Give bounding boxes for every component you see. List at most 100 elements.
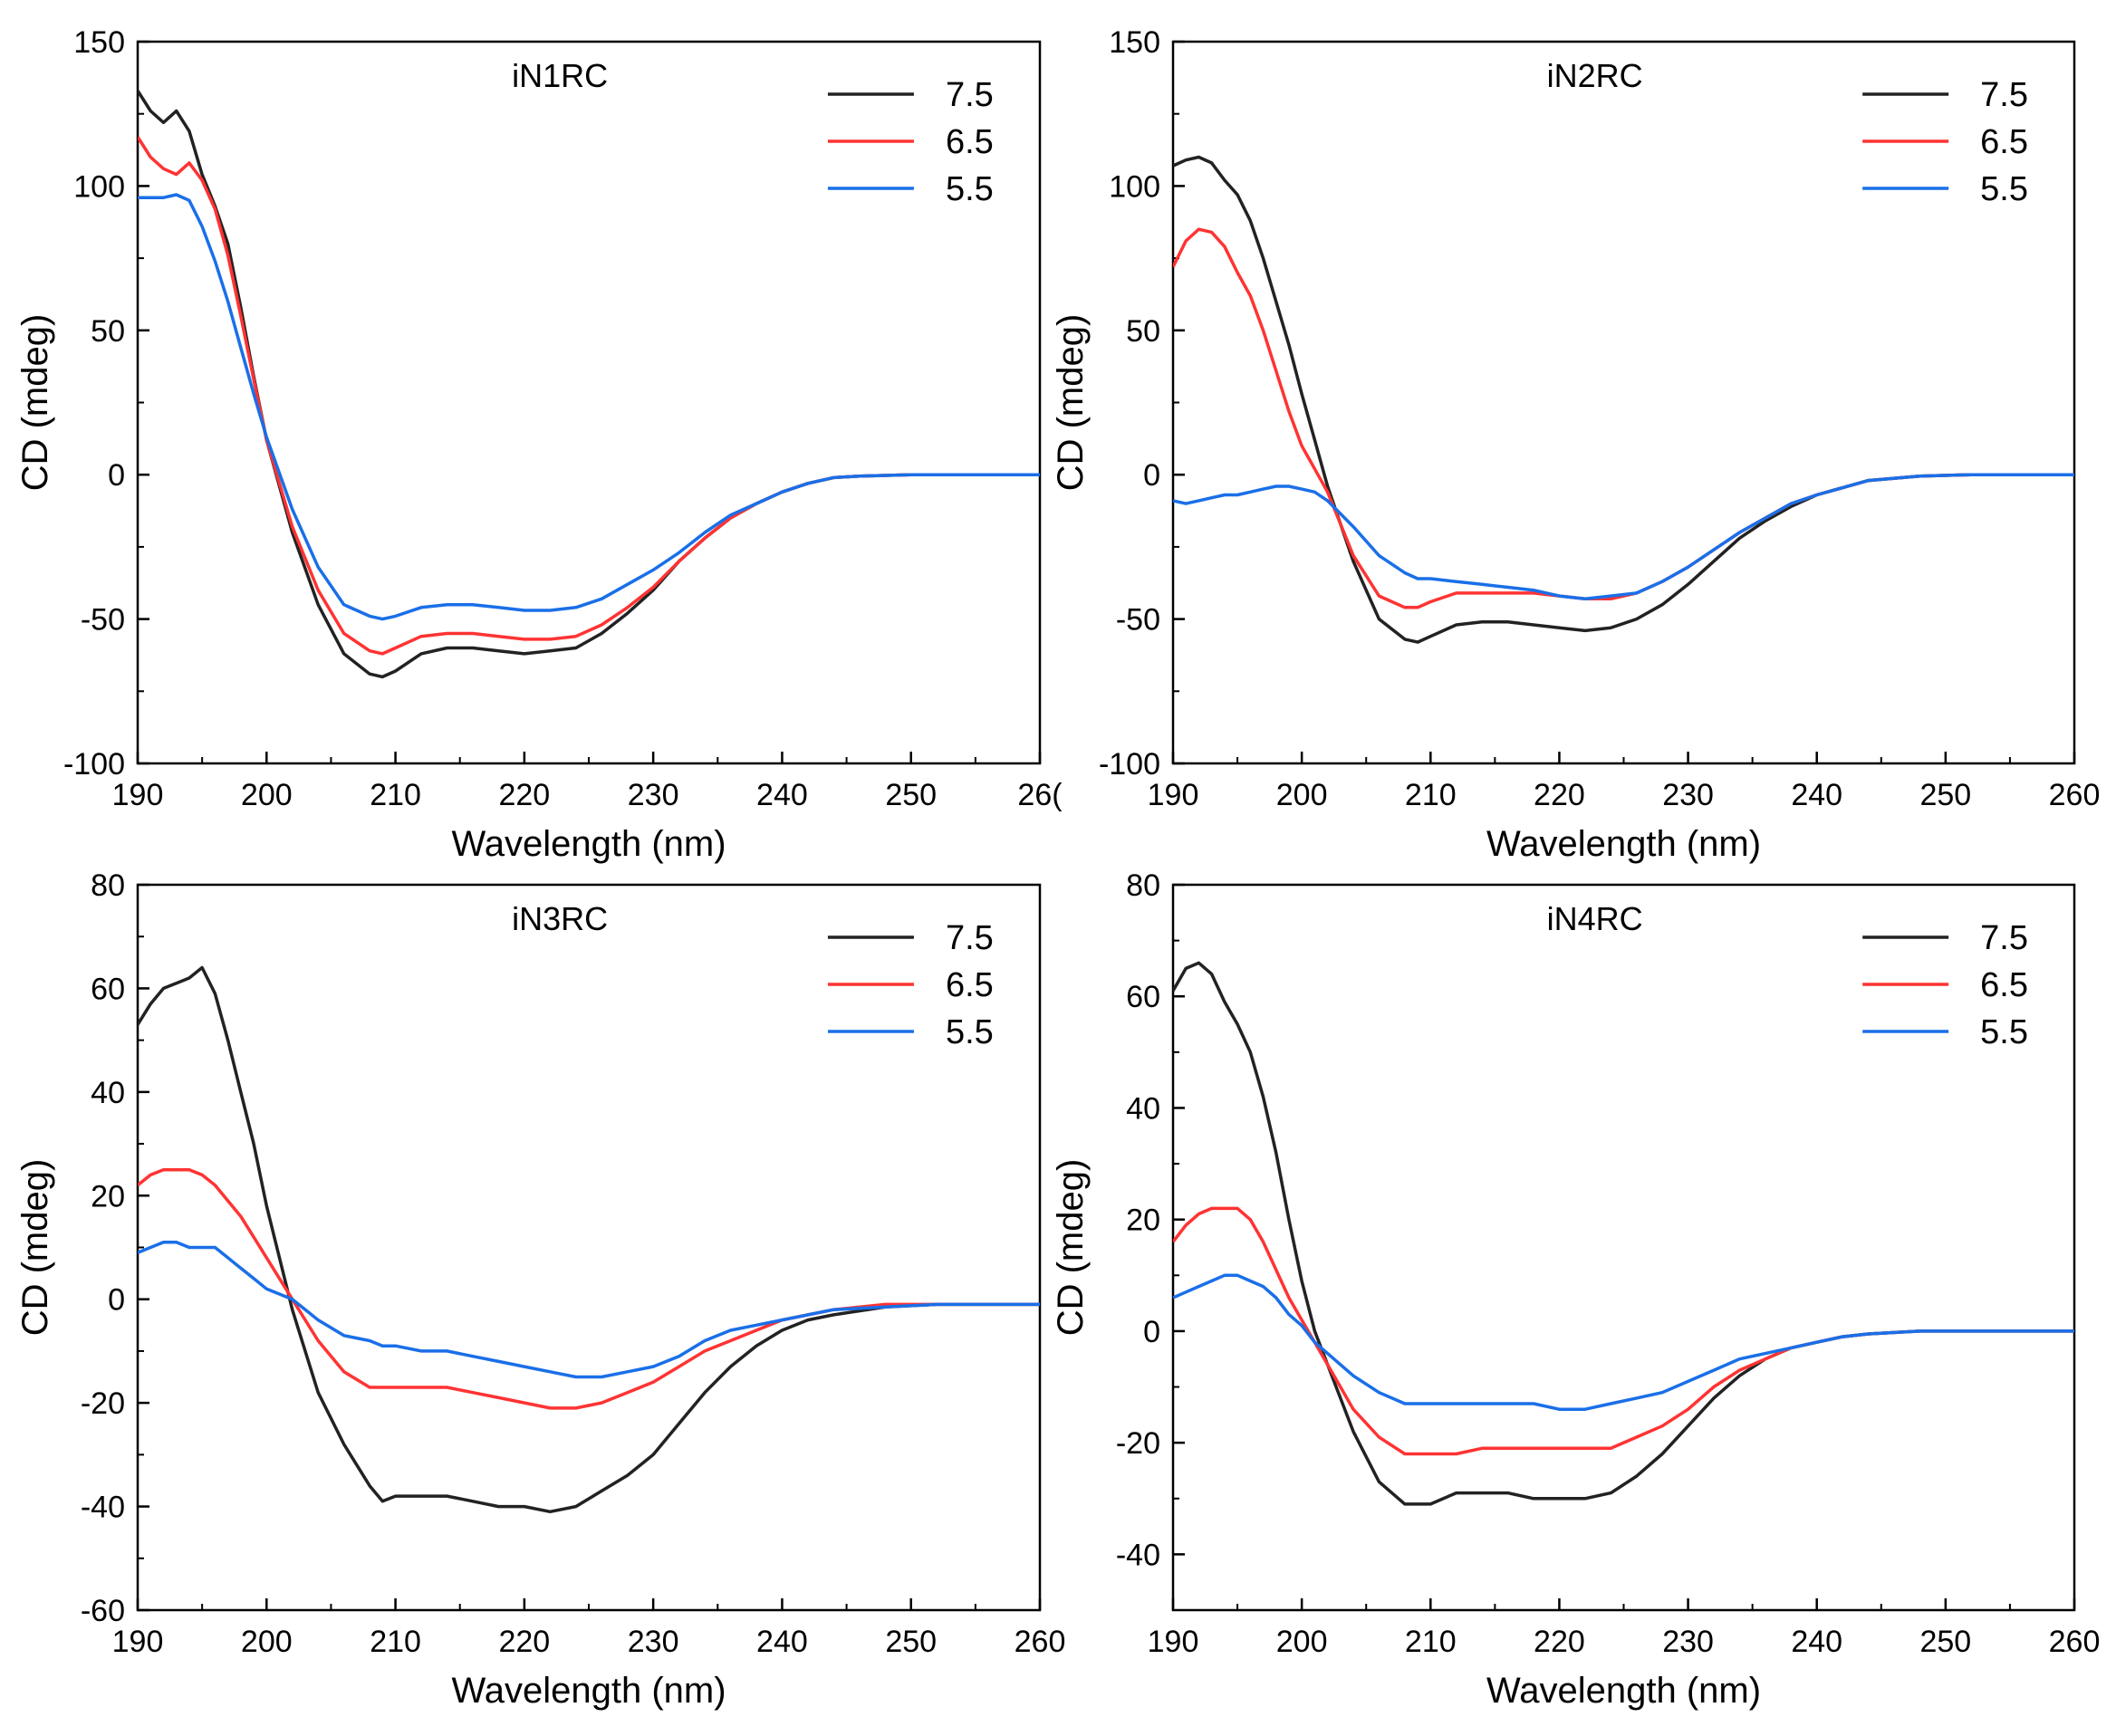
y-tick-label: -60	[81, 1594, 125, 1628]
y-tick-label: 100	[73, 169, 125, 204]
y-tick-label: 150	[73, 25, 125, 60]
y-tick-label: -50	[1116, 603, 1160, 638]
x-tick-label: 190	[112, 778, 164, 812]
y-axis-title: CD (mdeg)	[1051, 1159, 1091, 1337]
x-tick-label: 240	[1791, 778, 1842, 812]
x-tick-label: 240	[756, 1625, 808, 1659]
x-tick-label: 200	[1276, 1625, 1328, 1659]
series-line-ph-7.5	[1173, 155, 2074, 644]
x-tick-label: 190	[1148, 1625, 1199, 1659]
y-tick-label: 40	[91, 1076, 125, 1110]
y-tick-label: 50	[91, 314, 125, 349]
x-tick-label: 200	[241, 1625, 293, 1659]
legend-label: 6.5	[946, 966, 994, 1004]
chart-panel-2: 190 200 210 220 230 240 250 260 -100 -50 0 50 100 150…	[1051, 25, 2100, 864]
series-line-ph-6.5	[138, 1167, 1040, 1410]
x-tick-label: 250	[1919, 1625, 1971, 1659]
y-tick-label: 80	[91, 868, 125, 903]
legend-label: 6.5	[1980, 123, 2028, 161]
series-line-ph-5.5	[1173, 1273, 2074, 1411]
x-tick-label: 250	[1919, 778, 1971, 812]
x-tick-label: 230	[628, 778, 679, 812]
legend-label: 7.5	[1980, 919, 2028, 957]
y-axis-title: CD (mdeg)	[1051, 314, 1091, 492]
x-tick-label: 210	[370, 778, 421, 812]
y-axis-title: CD (mdeg)	[15, 314, 55, 492]
x-tick-label: 220	[1534, 778, 1585, 812]
x-axis-title: Wavelength (nm)	[1486, 824, 1761, 864]
series-line-ph-5.5	[138, 1241, 1040, 1379]
y-tick-label: -20	[81, 1386, 125, 1421]
y-tick-label: -50	[81, 603, 125, 638]
x-tick-label: 190	[1148, 778, 1199, 812]
plot-frame	[1171, 40, 2076, 765]
legend-label: 5.5	[1980, 170, 2028, 208]
legend-label: 6.5	[1980, 966, 2028, 1004]
series-line-ph-7.5	[1173, 961, 2074, 1506]
x-tick-label: 210	[1405, 778, 1457, 812]
y-tick-label: 150	[1109, 25, 1160, 60]
series-line-ph-5.5	[1173, 473, 2074, 601]
y-tick-label: -100	[1099, 747, 1160, 782]
x-axis-title: Wavelength (nm)	[1486, 1671, 1761, 1711]
y-tick-label: 20	[91, 1179, 125, 1213]
legend-label: 7.5	[946, 76, 994, 114]
x-tick-label: 240	[756, 778, 808, 812]
y-axis-title: CD (mdeg)	[15, 1159, 55, 1337]
panel-title: iN3RC	[512, 900, 608, 937]
x-axis-title: Wavelength (nm)	[451, 824, 726, 864]
y-tick-label: 20	[1126, 1204, 1160, 1238]
y-tick-label: -40	[1116, 1538, 1160, 1572]
x-tick-label: 230	[1662, 1625, 1714, 1659]
chart-panel-1: 190 200 210 220 230 240 250 26( -100 -50 0 50 100 150…	[15, 25, 1063, 864]
y-tick-label: -20	[1116, 1426, 1160, 1461]
panel-title: iN1RC	[512, 57, 608, 94]
x-tick-label: 210	[1405, 1625, 1457, 1659]
x-tick-label: 250	[885, 1625, 937, 1659]
legend-label: 5.5	[946, 1013, 994, 1051]
panel-title: iN2RC	[1547, 57, 1643, 94]
legend-label: 7.5	[946, 919, 994, 957]
series-line-ph-6.5	[138, 136, 1040, 656]
y-tick-label: 0	[108, 458, 125, 493]
x-tick-label: 190	[112, 1625, 164, 1659]
y-tick-label: -100	[63, 747, 125, 782]
y-tick-label: 40	[1126, 1091, 1160, 1126]
y-tick-label: 60	[1126, 980, 1160, 1014]
chart-panel-3: 190 200 210 220 230 240 250 260 -60 -40 -20 0 20 40 60…	[15, 868, 1065, 1711]
legend-label: 7.5	[1980, 76, 2028, 114]
x-tick-label: 240	[1791, 1625, 1842, 1659]
x-tick-label: 220	[1534, 1625, 1585, 1659]
y-tick-label: 0	[1143, 1315, 1160, 1349]
x-tick-label: 250	[885, 778, 937, 812]
x-tick-label: 210	[370, 1625, 421, 1659]
x-tick-label: 220	[498, 1625, 550, 1659]
x-tick-label: 200	[241, 778, 293, 812]
x-tick-label: 26(	[1017, 778, 1063, 812]
x-tick-label: 260	[2049, 1625, 2101, 1659]
x-tick-label: 220	[498, 778, 550, 812]
legend-label: 5.5	[946, 170, 994, 208]
x-tick-label: 230	[628, 1625, 679, 1659]
y-tick-label: -40	[81, 1491, 125, 1525]
series-line-ph-7.5	[138, 965, 1040, 1514]
x-tick-label: 200	[1276, 778, 1328, 812]
x-axis-title: Wavelength (nm)	[451, 1671, 726, 1711]
plot-frame	[136, 883, 1042, 1612]
y-tick-label: 100	[1109, 169, 1160, 204]
y-tick-label: 0	[108, 1283, 125, 1318]
series-line-ph-5.5	[138, 193, 1040, 621]
legend-label: 6.5	[946, 123, 994, 161]
chart-panel-4: 190 200 210 220 230 240 250 260 -40 -20 0 20 40 60 80 W…	[1051, 868, 2100, 1711]
x-tick-label: 230	[1662, 778, 1714, 812]
plot-frame	[1171, 883, 2076, 1612]
y-tick-label: 0	[1143, 458, 1160, 493]
panel-title: iN4RC	[1547, 900, 1643, 937]
legend-label: 5.5	[1980, 1013, 2028, 1051]
y-tick-label: 80	[1126, 868, 1160, 903]
y-tick-label: 60	[91, 972, 125, 1006]
series-line-ph-7.5	[138, 90, 1040, 679]
x-tick-label: 260	[1015, 1625, 1066, 1659]
y-tick-label: 50	[1126, 314, 1160, 349]
